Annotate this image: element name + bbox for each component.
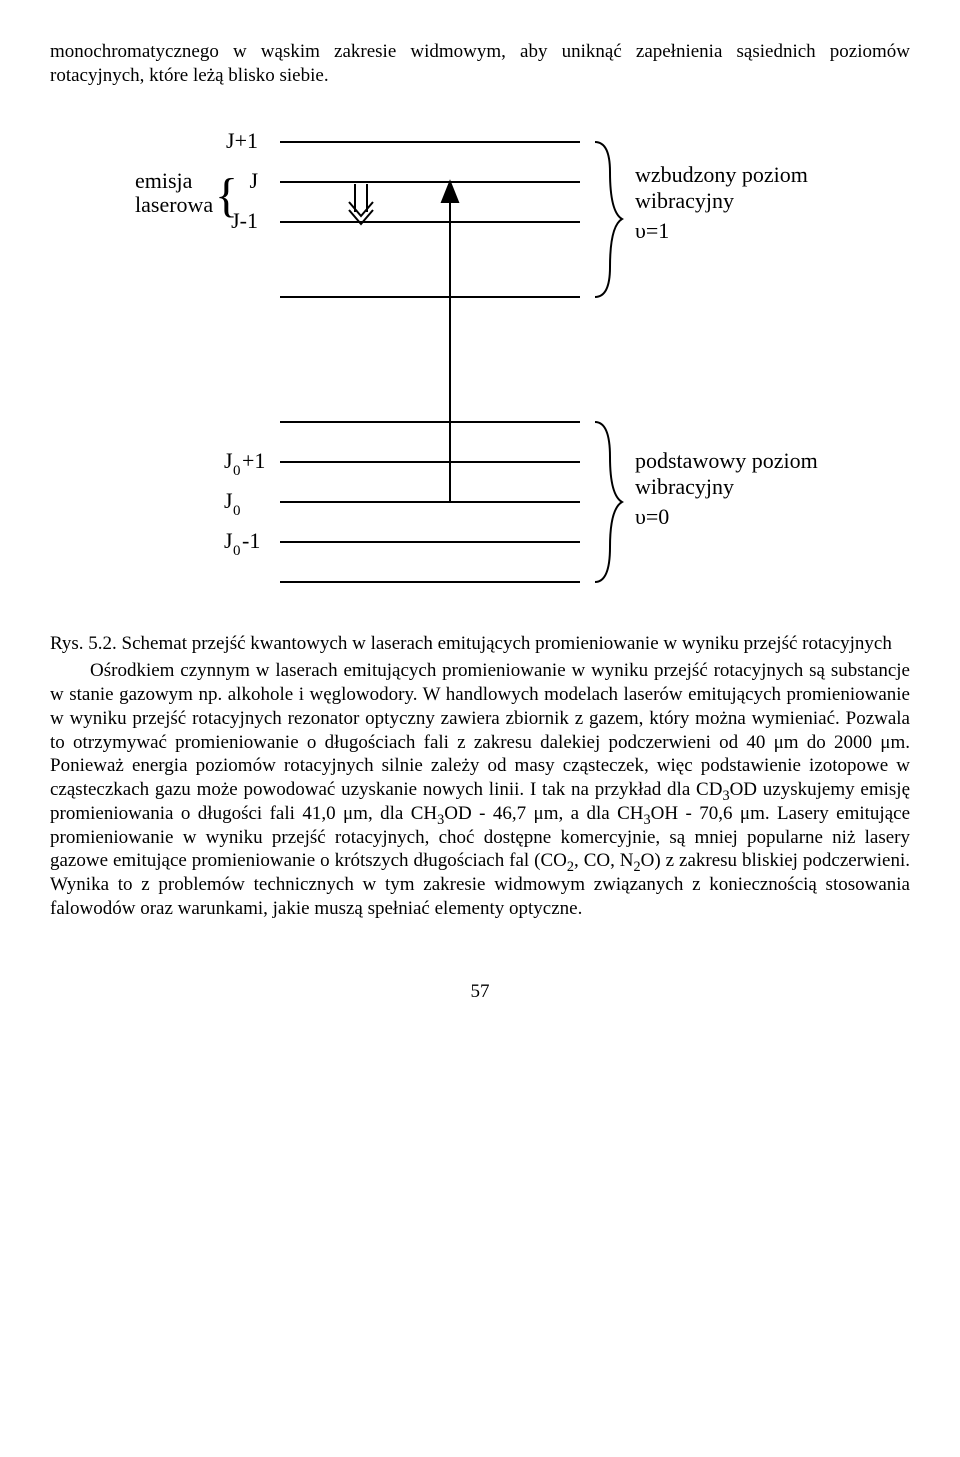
intro-paragraph: monochromatycznego w wąskim zakresie wid… [50,40,910,88]
svg-text:0: 0 [233,543,241,559]
label-J0m1: J 0 -1 [224,528,260,559]
label-Jp1: J+1 [226,128,258,153]
label-podst-bot: wibracyjny [635,474,734,499]
svg-text:-1: -1 [242,528,260,553]
svg-text:0: 0 [233,463,241,479]
svg-text:J: J [224,488,233,513]
pump-arrow [442,182,458,502]
label-wzbudzony-top: wzbudzony poziom [635,162,808,187]
brace-upper [595,142,622,297]
label-J: J [249,168,258,193]
label-podst-top: podstawowy poziom [635,448,818,473]
emission-arrow [349,184,373,224]
label-J0: J 0 [224,488,241,519]
svg-text:0: 0 [233,503,241,519]
svg-text:J: J [224,528,233,553]
label-ups0: υ=0 [635,504,669,529]
label-ups1: υ=1 [635,218,669,243]
label-emisja-bot: laserowa [135,192,213,217]
brace-left-small: { [215,169,238,222]
energy-level-diagram: J+1 J J-1 emisja laserowa { wzbudzony po… [100,112,860,612]
figure-caption: Rys. 5.2. Schemat przejść kwantowych w l… [50,633,892,654]
svg-text:+1: +1 [242,448,265,473]
page-number: 57 [50,981,910,1003]
label-J0p1: J 0 +1 [224,448,265,479]
label-wzbudzony-bot: wibracyjny [635,188,734,213]
svg-text:J: J [224,448,233,473]
label-emisja-top: emisja [135,168,193,193]
body-paragraph: Ośrodkiem czynnym w laserach emitujących… [50,659,910,920]
brace-lower [595,422,622,582]
